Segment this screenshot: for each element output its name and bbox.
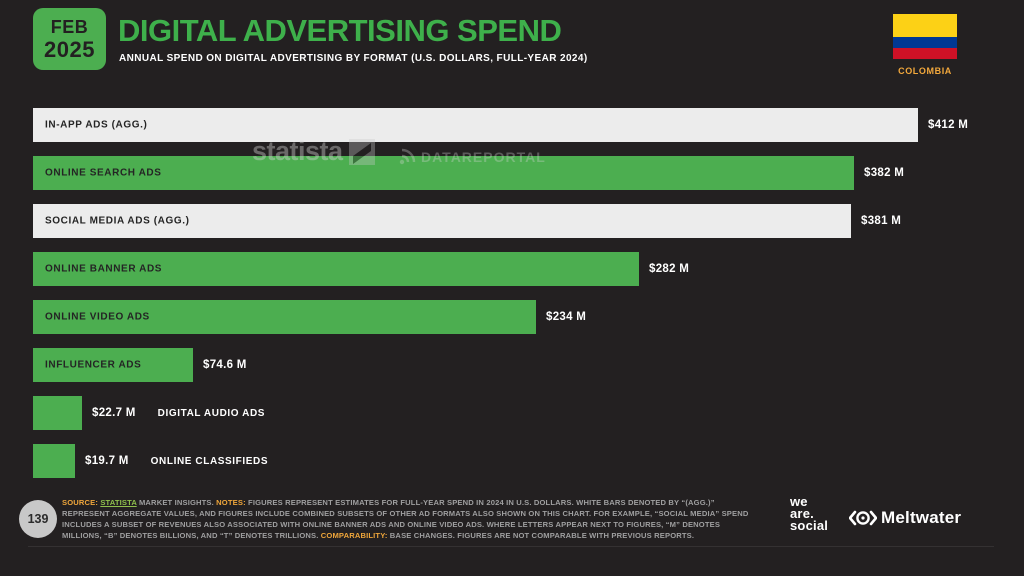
date-badge-month: FEB <box>50 16 89 37</box>
chart-row: SOCIAL MEDIA ADS (AGG.) $381 M <box>33 204 901 238</box>
chart-row: $22.7 M DIGITAL AUDIO ADS <box>33 396 265 430</box>
page-number: 139 <box>27 512 49 526</box>
bar-label: ONLINE VIDEO ADS <box>45 311 150 323</box>
chart-row: $19.7 M ONLINE CLASSIFIEDS <box>33 444 268 478</box>
bar-online-banner-ads: ONLINE BANNER ADS <box>33 252 639 286</box>
bar-online-search-ads: ONLINE SEARCH ADS <box>33 156 854 190</box>
notes-label: NOTES: <box>216 498 249 507</box>
bar-label: ONLINE SEARCH ADS <box>45 167 162 179</box>
flag-stripe-red <box>893 47 957 59</box>
chart-row: IN-APP ADS (AGG.) $412 M <box>33 108 968 142</box>
page-subtitle: ANNUAL SPEND ON DIGITAL ADVERTISING BY F… <box>119 53 588 64</box>
chart-row: ONLINE SEARCH ADS $382 M <box>33 156 904 190</box>
date-badge: FEB 2025 <box>33 8 106 70</box>
meltwater-wordmark: Meltwater <box>881 508 962 527</box>
chart-row: ONLINE BANNER ADS $282 M <box>33 252 689 286</box>
bar-digital-audio-ads <box>33 396 82 430</box>
bar-label: INFLUENCER ADS <box>45 359 142 371</box>
bar-value: $382 M <box>864 167 905 179</box>
bar-online-video-ads: ONLINE VIDEO ADS <box>33 300 536 334</box>
bar-value: $381 M <box>861 215 902 227</box>
bar-label: IN-APP ADS (AGG.) <box>45 119 148 131</box>
bar-outside-label: ONLINE CLASSIFIEDS <box>150 455 269 467</box>
source-rest: MARKET INSIGHTS. <box>136 498 217 507</box>
comparability-label: COMPARABILITY: <box>320 531 390 540</box>
bar-online-classifieds <box>33 444 75 478</box>
bar-in-app-ads: IN-APP ADS (AGG.) <box>33 108 918 142</box>
bar-value: $234 M <box>546 311 587 323</box>
bar-outside-label: DIGITAL AUDIO ADS <box>157 407 266 419</box>
page-title: DIGITAL ADVERTISING SPEND <box>118 13 562 48</box>
bar-label: SOCIAL MEDIA ADS (AGG.) <box>45 215 190 227</box>
flag-stripe-blue <box>893 36 957 48</box>
we-are-social-line1: we <box>790 494 808 509</box>
page-number-badge: 139 <box>19 500 57 538</box>
chart-row: INFLUENCER ADS $74.6 M <box>33 348 247 382</box>
source-label: SOURCE: <box>62 498 101 507</box>
colombia-flag <box>893 14 957 59</box>
we-are-social-line2: are. <box>790 506 814 521</box>
bar-value: $74.6 M <box>203 359 247 371</box>
bar-social-media-ads: SOCIAL MEDIA ADS (AGG.) <box>33 204 851 238</box>
footer-notes: SOURCE: STATISTA MARKET INSIGHTS. NOTES:… <box>62 497 762 541</box>
comparability-body: BASE CHANGES. FIGURES ARE NOT COMPARABLE… <box>389 531 695 540</box>
date-badge-year: 2025 <box>44 36 95 62</box>
we-are-social-line3: social <box>790 518 829 533</box>
meltwater-logo: Meltwater <box>849 508 961 528</box>
source-link[interactable]: STATISTA <box>100 498 137 507</box>
notes-body: FIGURES REPRESENT ESTIMATES FOR FULL-YEA… <box>62 498 749 540</box>
meltwater-eye-icon <box>849 510 877 526</box>
bar-value: $22.7 M <box>92 407 136 419</box>
country-label: COLOMBIA <box>898 66 952 76</box>
footer-divider <box>28 546 994 547</box>
bar-label: ONLINE BANNER ADS <box>45 263 163 275</box>
bar-value: $412 M <box>928 119 969 131</box>
bar-value: $282 M <box>649 263 690 275</box>
we-are-social-logo: we are. social <box>790 494 829 533</box>
bar-value: $19.7 M <box>85 455 129 467</box>
flag-stripe-yellow <box>893 14 957 37</box>
bar-influencer-ads: INFLUENCER ADS <box>33 348 193 382</box>
chart-row: ONLINE VIDEO ADS $234 M <box>33 300 586 334</box>
